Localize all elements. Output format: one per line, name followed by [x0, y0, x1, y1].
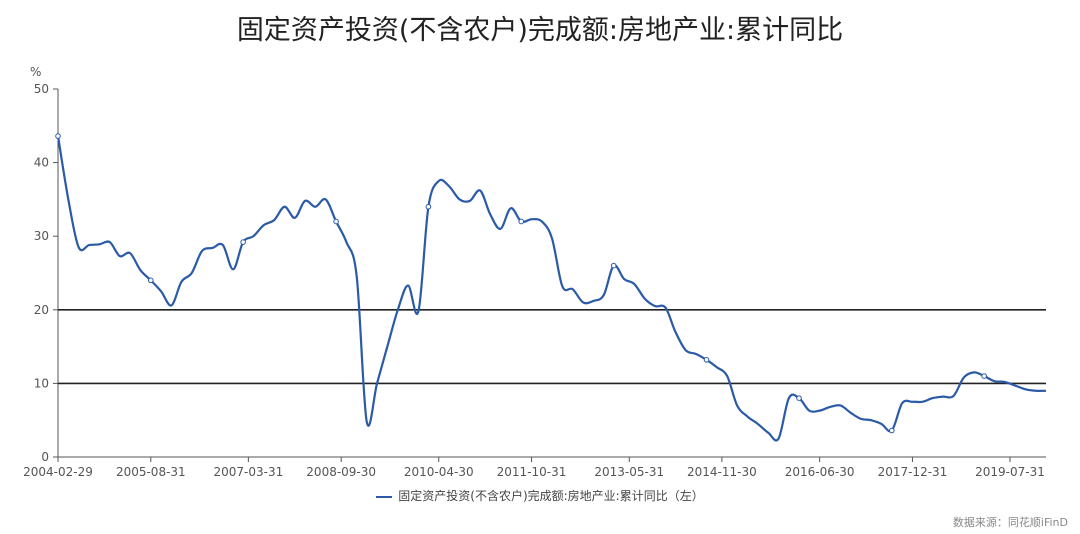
y-tick-label: 30 [34, 229, 49, 243]
series-line [56, 135, 1047, 442]
data-point [610, 262, 617, 269]
x-tick-label: 2004-02-29 [23, 465, 93, 479]
legend-label: 固定资产投资(不含农户)完成额:房地产业:累计同比（左） [398, 489, 704, 503]
data-point [981, 373, 987, 379]
y-tick-label: 20 [34, 303, 49, 317]
series-group [55, 133, 1047, 442]
reference-lines [58, 308, 1046, 385]
data-point [796, 395, 802, 401]
chart-title: 固定资产投资(不含农户)完成额:房地产业:累计同比 [236, 15, 844, 46]
x-tick-label: 2007-03-31 [213, 465, 283, 479]
data-point [425, 203, 432, 210]
legend[interactable]: 固定资产投资(不含农户)完成额:房地产业:累计同比（左） [0, 487, 1080, 504]
y-tick-label: 50 [34, 82, 49, 96]
data-point [703, 357, 710, 363]
data-point [55, 133, 61, 139]
x-tick-label: 2019-07-31 [975, 465, 1045, 479]
x-tick-label: 2017-12-31 [878, 465, 948, 479]
x-tick-label: 2011-10-31 [497, 465, 567, 479]
data-point [240, 239, 246, 245]
x-tick-label: 2008-09-30 [306, 465, 376, 479]
legend-swatch [376, 495, 393, 498]
x-tick-label: 2014-11-30 [687, 465, 757, 479]
x-tick-label: 2010-04-30 [404, 465, 474, 479]
x-tick-label: 2005-08-31 [116, 465, 186, 479]
x-axis: 2004-02-29 2005-08-31 2007-03-31 2008-09-30… [23, 456, 1046, 479]
data-source-label: 数据来源：同花顺iFinD [952, 516, 1068, 529]
x-tick-label: 2013-05-31 [594, 465, 664, 479]
x-tick-label: 2016-06-30 [785, 465, 855, 479]
y-tick-label: 10 [34, 376, 49, 390]
y-tick-label: 0 [41, 450, 49, 464]
y-axis-unit-label: % [30, 65, 41, 79]
y-tick-label: 40 [34, 156, 49, 170]
data-point [518, 218, 525, 225]
y-axis: 0 10 20 30 40 50 [34, 82, 59, 464]
data-point [333, 218, 339, 225]
data-point [148, 277, 154, 284]
data-point [889, 427, 895, 434]
